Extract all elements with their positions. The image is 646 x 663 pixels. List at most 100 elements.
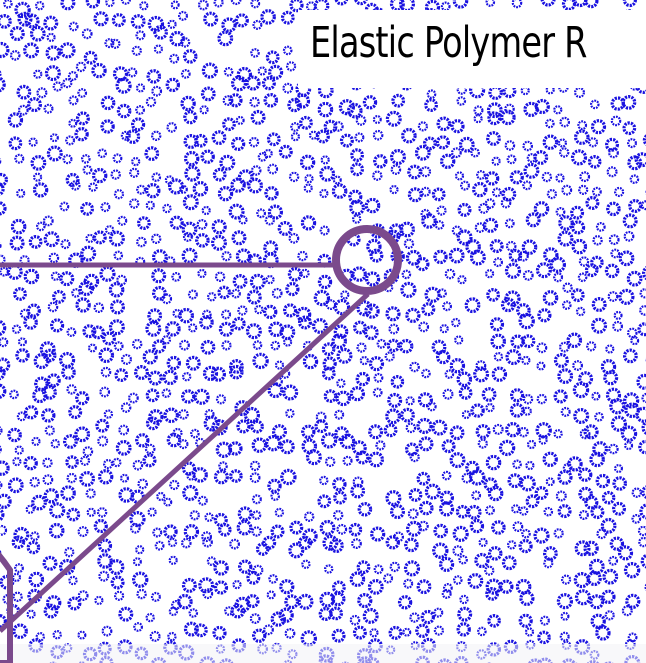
particle-ring (333, 324, 349, 339)
particle-ring (526, 439, 537, 450)
particle-ring (553, 528, 564, 539)
particle-ring (465, 239, 481, 255)
particle-ring (93, 302, 105, 313)
particle-ring (165, 77, 180, 93)
particle-ring (237, 305, 248, 316)
particle-ring (618, 250, 635, 267)
particle-ring (85, 233, 95, 243)
particle-ring (97, 553, 113, 569)
particle-ring (325, 456, 336, 467)
particle-ring (601, 589, 616, 605)
particle-ring (541, 171, 553, 183)
particle-ring (356, 300, 373, 317)
particle-ring (144, 443, 156, 455)
particle-ring (521, 355, 531, 365)
particle-ring (402, 627, 412, 637)
particle-ring (285, 282, 300, 297)
particle-ring (534, 98, 550, 115)
particle-ring (451, 317, 461, 328)
particle-ring (212, 625, 227, 641)
particle-ring (329, 606, 344, 621)
particle-ring (385, 110, 402, 127)
particle-ring (389, 0, 405, 12)
particle-ring (234, 596, 251, 613)
particle-ring (178, 184, 188, 194)
particle-ring (491, 366, 508, 382)
particle-ring (12, 623, 28, 639)
particle-ring (181, 372, 192, 382)
particle-ring (221, 251, 232, 262)
particle-ring (7, 427, 22, 443)
particle-ring (260, 9, 276, 25)
particle-ring (595, 625, 611, 641)
particle-ring (640, 554, 646, 569)
particle-ring (332, 477, 347, 492)
particle-ring (464, 297, 481, 314)
particle-ring (213, 580, 229, 595)
particle-ring (29, 477, 40, 488)
particle-ring (333, 298, 351, 316)
particle-ring (101, 625, 113, 637)
particle-ring (521, 239, 538, 255)
particle-ring (542, 290, 559, 306)
particle-ring (113, 590, 125, 601)
particle-ring (171, 600, 181, 610)
particle-ring (606, 201, 621, 217)
particle-ring (110, 575, 125, 590)
particle-ring (11, 535, 26, 549)
particle-ring (237, 169, 254, 186)
particle-ring (71, 288, 81, 298)
particle-ring (91, 167, 108, 184)
particle-ring (152, 527, 163, 538)
particle-ring (231, 136, 246, 151)
particle-ring (77, 526, 89, 538)
particle-ring (573, 0, 588, 8)
particle-ring (592, 186, 602, 197)
particle-ring (206, 292, 217, 302)
particle-ring (642, 266, 646, 281)
particle-ring (17, 337, 27, 347)
particle-ring (335, 390, 351, 407)
particle-ring (167, 537, 178, 548)
particle-ring (520, 85, 530, 96)
particle-ring (390, 149, 407, 166)
particle-ring (490, 333, 506, 350)
particle-ring (574, 540, 591, 557)
particle-ring (641, 420, 646, 435)
particle-ring (120, 0, 131, 5)
particle-ring (368, 424, 384, 440)
particle-ring (279, 324, 296, 341)
particle-ring (545, 85, 555, 95)
particle-ring (452, 575, 463, 585)
particle-ring (42, 474, 54, 486)
particle-ring (601, 490, 616, 505)
particle-ring (303, 183, 313, 193)
particle-ring (263, 624, 274, 636)
particle-ring (456, 96, 467, 106)
particle-ring (558, 215, 574, 231)
particle-ring (14, 1, 31, 19)
particle-ring (518, 250, 529, 262)
particle-ring (300, 268, 310, 279)
particle-ring (363, 325, 379, 341)
particle-ring (284, 594, 300, 610)
particle-ring (355, 450, 370, 465)
particle-ring (169, 53, 180, 64)
particle-ring (477, 626, 487, 637)
particle-ring (622, 0, 637, 8)
particle-ring (525, 460, 535, 471)
particle-ring (192, 181, 209, 197)
particle-ring (86, 507, 96, 517)
particle-ring (94, 595, 104, 606)
particle-ring (465, 460, 480, 475)
particle-ring (178, 439, 189, 450)
particle-ring (512, 459, 522, 470)
particle-ring (543, 546, 558, 561)
particle-ring (135, 433, 150, 448)
particle-ring (477, 438, 488, 449)
particle-ring (70, 180, 81, 191)
particle-ring (537, 630, 551, 645)
particle-ring (573, 129, 590, 145)
particle-ring (299, 154, 316, 170)
particle-ring (267, 382, 284, 399)
